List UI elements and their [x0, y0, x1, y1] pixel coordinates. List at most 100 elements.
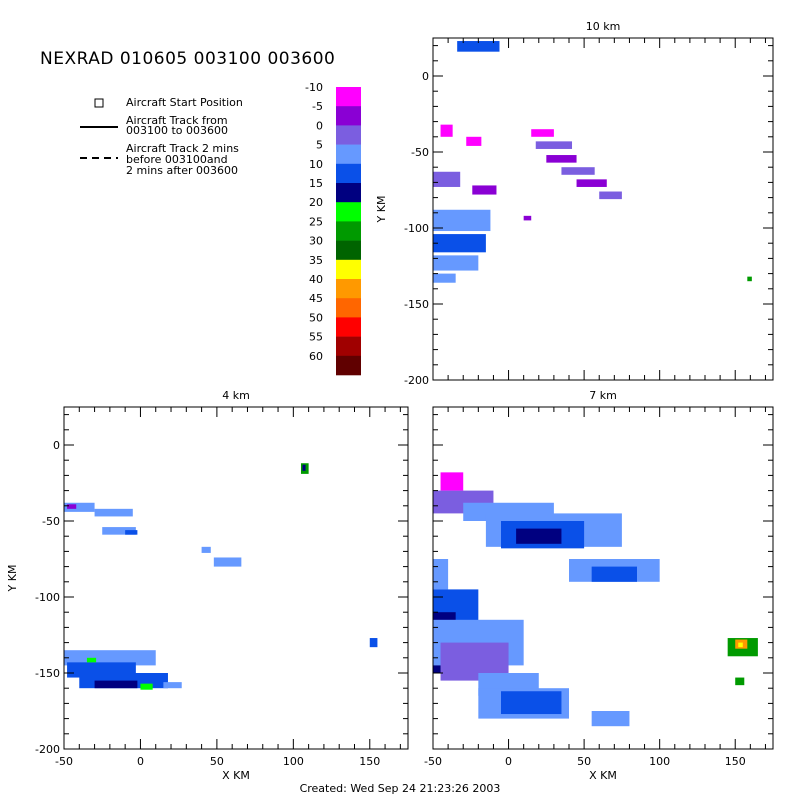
- legend-track2-label: Aircraft Track 2 mins before 003100and 2 m…: [126, 142, 239, 177]
- colorbar-swatch: [336, 144, 361, 165]
- legend-start-label: Aircraft Start Position: [126, 96, 243, 109]
- radar-echo: [591, 711, 630, 727]
- radar-echo: [599, 191, 622, 200]
- x-tick-label: 0: [137, 755, 144, 768]
- radar-echo: [433, 209, 491, 232]
- y-tick-label: -100: [404, 222, 429, 235]
- radar-echo: [591, 566, 637, 582]
- plot-frame: [63, 406, 409, 750]
- y-tick-label: -150: [35, 667, 60, 680]
- colorbar-swatch: [336, 87, 361, 107]
- radar-echo: [302, 464, 306, 471]
- radar-echo: [140, 683, 153, 690]
- colorbar-swatch: [336, 298, 361, 318]
- radar-echo: [67, 504, 77, 509]
- plot-frame: [432, 406, 774, 750]
- radar-echo: [433, 234, 486, 253]
- x-tick-label: 50: [210, 755, 224, 768]
- radar-echo: [163, 682, 182, 689]
- colorbar-level-label: 25: [309, 215, 323, 228]
- x-tick-label: 50: [577, 755, 591, 768]
- colorbar-level-label: -5: [312, 100, 323, 113]
- radar-echo: [535, 141, 573, 149]
- start-position-marker-icon: [94, 98, 104, 108]
- colorbar-level-label: -10: [305, 81, 323, 94]
- radar-echo: [576, 179, 607, 187]
- y-tick-label: 0: [422, 70, 429, 83]
- radar-echo: [747, 276, 752, 282]
- radar-echo: [472, 185, 497, 195]
- x-tick-label: 100: [649, 755, 670, 768]
- radar-echo: [440, 124, 453, 137]
- panel-title: 4 km: [222, 389, 250, 402]
- radar-echo: [501, 691, 562, 715]
- radar-echo: [86, 657, 97, 663]
- x-tick-label: 0: [505, 755, 512, 768]
- radar-echo: [516, 528, 562, 544]
- y-axis-label: Y KM: [375, 196, 388, 224]
- colorbar-level-label: 40: [309, 273, 323, 286]
- radar-echo: [735, 677, 745, 686]
- colorbar-swatch: [336, 163, 361, 184]
- radar-echo: [102, 527, 136, 535]
- radar-echo: [531, 129, 554, 137]
- radar-echo: [433, 559, 449, 590]
- radar-echo: [523, 215, 532, 221]
- colorbar-level-label: 5: [316, 139, 323, 152]
- x-tick-label: 100: [283, 755, 304, 768]
- legend-box: Aircraft Start Position Aircraft Track f…: [80, 96, 243, 177]
- colorbar-swatch: [336, 355, 361, 376]
- plot-frame: [432, 37, 774, 381]
- colorbar-level-label: 45: [309, 292, 323, 305]
- radar-echo: [369, 638, 378, 648]
- colorbar-swatch: [336, 240, 361, 261]
- colorbar-level-label: 20: [309, 196, 323, 209]
- radar-echo: [440, 472, 464, 491]
- colorbar-swatch: [336, 221, 361, 241]
- radar-echo: [433, 171, 461, 187]
- colorbar-swatch: [336, 317, 361, 337]
- radar-echo: [738, 642, 743, 648]
- radar-echo: [94, 508, 133, 517]
- colorbar-swatch: [336, 279, 361, 299]
- radar-echo: [213, 557, 242, 567]
- colorbar-swatch: [336, 183, 361, 203]
- radar-echo: [201, 546, 211, 553]
- y-tick-label: -200: [35, 743, 60, 756]
- colorbar-level-label: 10: [309, 158, 323, 171]
- colorbar-level-label: 55: [309, 331, 323, 344]
- x-tick-label: -50: [424, 755, 442, 768]
- colorbar-swatch: [336, 259, 361, 280]
- radar-echo: [433, 273, 456, 283]
- main-title: NEXRAD 010605 003100 003600: [40, 49, 335, 69]
- y-tick-label: -50: [411, 146, 429, 159]
- colorbar-level-label: 60: [309, 350, 323, 363]
- footer-created: Created: Wed Sep 24 21:23:26 2003: [300, 782, 501, 795]
- colorbar-level-label: 0: [316, 119, 323, 132]
- y-axis-label: Y KM: [6, 565, 19, 593]
- radar-echo: [561, 167, 595, 175]
- colorbar-level-label: 15: [309, 177, 323, 190]
- radar-echo: [94, 680, 138, 689]
- panel-4km: 4 km -50 0 50 100 150 0 -50 -100 -150 -200 X KM Y KM: [6, 389, 409, 782]
- y-tick-label: 0: [53, 439, 60, 452]
- panel-title: 7 km: [589, 389, 617, 402]
- radar-echo: [457, 41, 500, 52]
- radar-echo: [433, 255, 479, 271]
- colorbar: -10 -5 0 5 10 15 20 25 30 35 40 45 50 55 60: [305, 81, 361, 376]
- colorbar-level-label: 30: [309, 235, 323, 248]
- radar-echo: [64, 502, 95, 512]
- panel-10km: 10 km 0 -50 -100 -150 -200 Y KM: [375, 20, 774, 387]
- x-tick-label: -50: [55, 755, 73, 768]
- colorbar-swatch: [336, 125, 361, 145]
- panel-7km: 7 km -50 0 50 100 150 X KM: [424, 389, 774, 782]
- x-tick-label: 150: [359, 755, 380, 768]
- colorbar-level-label: 35: [309, 254, 323, 267]
- colorbar-swatch: [336, 336, 361, 357]
- y-tick-label: -150: [404, 298, 429, 311]
- y-tick-label: -50: [42, 515, 60, 528]
- colorbar-swatch: [336, 106, 361, 126]
- panel-title: 10 km: [586, 20, 621, 33]
- y-tick-label: -100: [35, 591, 60, 604]
